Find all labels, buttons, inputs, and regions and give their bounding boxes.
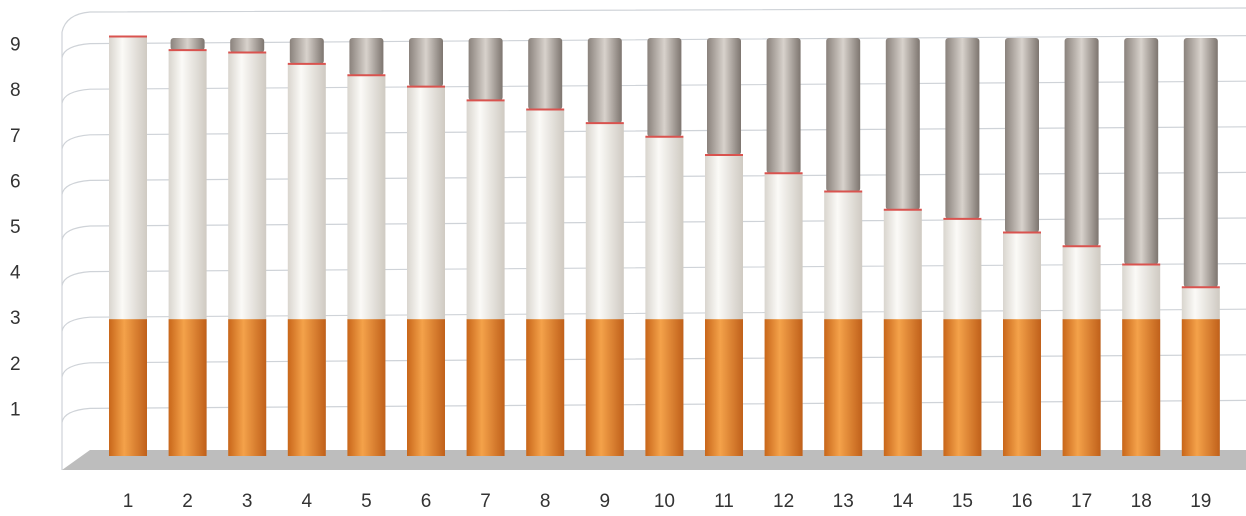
x-tick-label: 6 — [421, 491, 432, 512]
x-tick-label: 7 — [480, 491, 491, 512]
x-tick-label: 2 — [182, 491, 193, 512]
filter — [168, 319, 207, 456]
ash — [1124, 38, 1159, 265]
ash — [707, 38, 741, 156]
x-tick-label: 16 — [1011, 491, 1032, 512]
filter — [466, 319, 505, 456]
filter — [764, 319, 803, 456]
x-tick-label: 10 — [654, 491, 675, 512]
filter — [645, 319, 684, 456]
filter — [109, 319, 147, 456]
ash — [528, 38, 563, 110]
filter — [526, 319, 565, 456]
filter — [1003, 319, 1041, 456]
filter — [883, 319, 922, 456]
filter — [705, 319, 743, 456]
ash — [1005, 38, 1039, 233]
ash — [647, 38, 682, 137]
ash — [826, 38, 861, 192]
filter — [228, 319, 267, 456]
x-tick-label: 8 — [540, 491, 551, 512]
filter — [1181, 319, 1220, 456]
y-tick-label: 7 — [10, 126, 21, 147]
ash — [349, 38, 384, 76]
x-tick-label: 15 — [952, 491, 973, 512]
ash — [289, 38, 324, 64]
x-tick-label: 17 — [1071, 491, 1092, 512]
ash — [1064, 38, 1099, 247]
filter — [407, 319, 445, 456]
x-tick-label: 9 — [600, 491, 611, 512]
x-tick-label: 11 — [714, 491, 734, 512]
x-tick-label: 3 — [242, 491, 253, 512]
grid-line — [61, 308, 1246, 332]
y-tick-label: 1 — [10, 399, 21, 420]
grid-line — [61, 35, 1246, 58]
y-tick-label: 6 — [10, 171, 21, 192]
x-tick-label: 18 — [1131, 491, 1152, 512]
filter — [824, 319, 863, 456]
x-tick-label: 4 — [302, 491, 313, 512]
filter — [1062, 319, 1101, 456]
y-tick-label: 5 — [10, 217, 21, 238]
grid-line — [61, 171, 1246, 195]
ash — [945, 38, 980, 219]
y-tick-label: 9 — [10, 35, 21, 56]
grid-line — [61, 399, 1246, 423]
frame — [61, 7, 1246, 33]
x-tick-label: 14 — [892, 491, 914, 512]
grid-line — [61, 263, 1246, 286]
y-tick-label: 2 — [10, 354, 21, 375]
ash — [1183, 38, 1218, 288]
ash — [170, 38, 205, 51]
grid-line — [61, 354, 1246, 377]
y-tick-label: 4 — [10, 263, 21, 284]
ash — [766, 38, 801, 174]
x-tick-label: 1 — [123, 491, 134, 512]
ash — [409, 38, 443, 87]
ash — [468, 38, 503, 101]
filter — [287, 319, 326, 456]
y-tick-label: 3 — [10, 308, 21, 329]
x-tick-label: 12 — [773, 491, 794, 512]
ash — [587, 38, 622, 124]
grid-line — [61, 126, 1246, 149]
ash — [230, 38, 265, 53]
grid-line — [61, 80, 1246, 104]
grid-line — [61, 217, 1246, 241]
filter — [1122, 319, 1161, 456]
x-tick-label: 19 — [1190, 491, 1211, 512]
filter — [943, 319, 982, 456]
ash — [885, 38, 920, 210]
x-tick-label: 5 — [361, 491, 372, 512]
filter — [585, 319, 624, 456]
x-tick-label: 13 — [833, 491, 854, 512]
y-tick-label: 8 — [10, 80, 21, 101]
filter — [347, 319, 386, 456]
